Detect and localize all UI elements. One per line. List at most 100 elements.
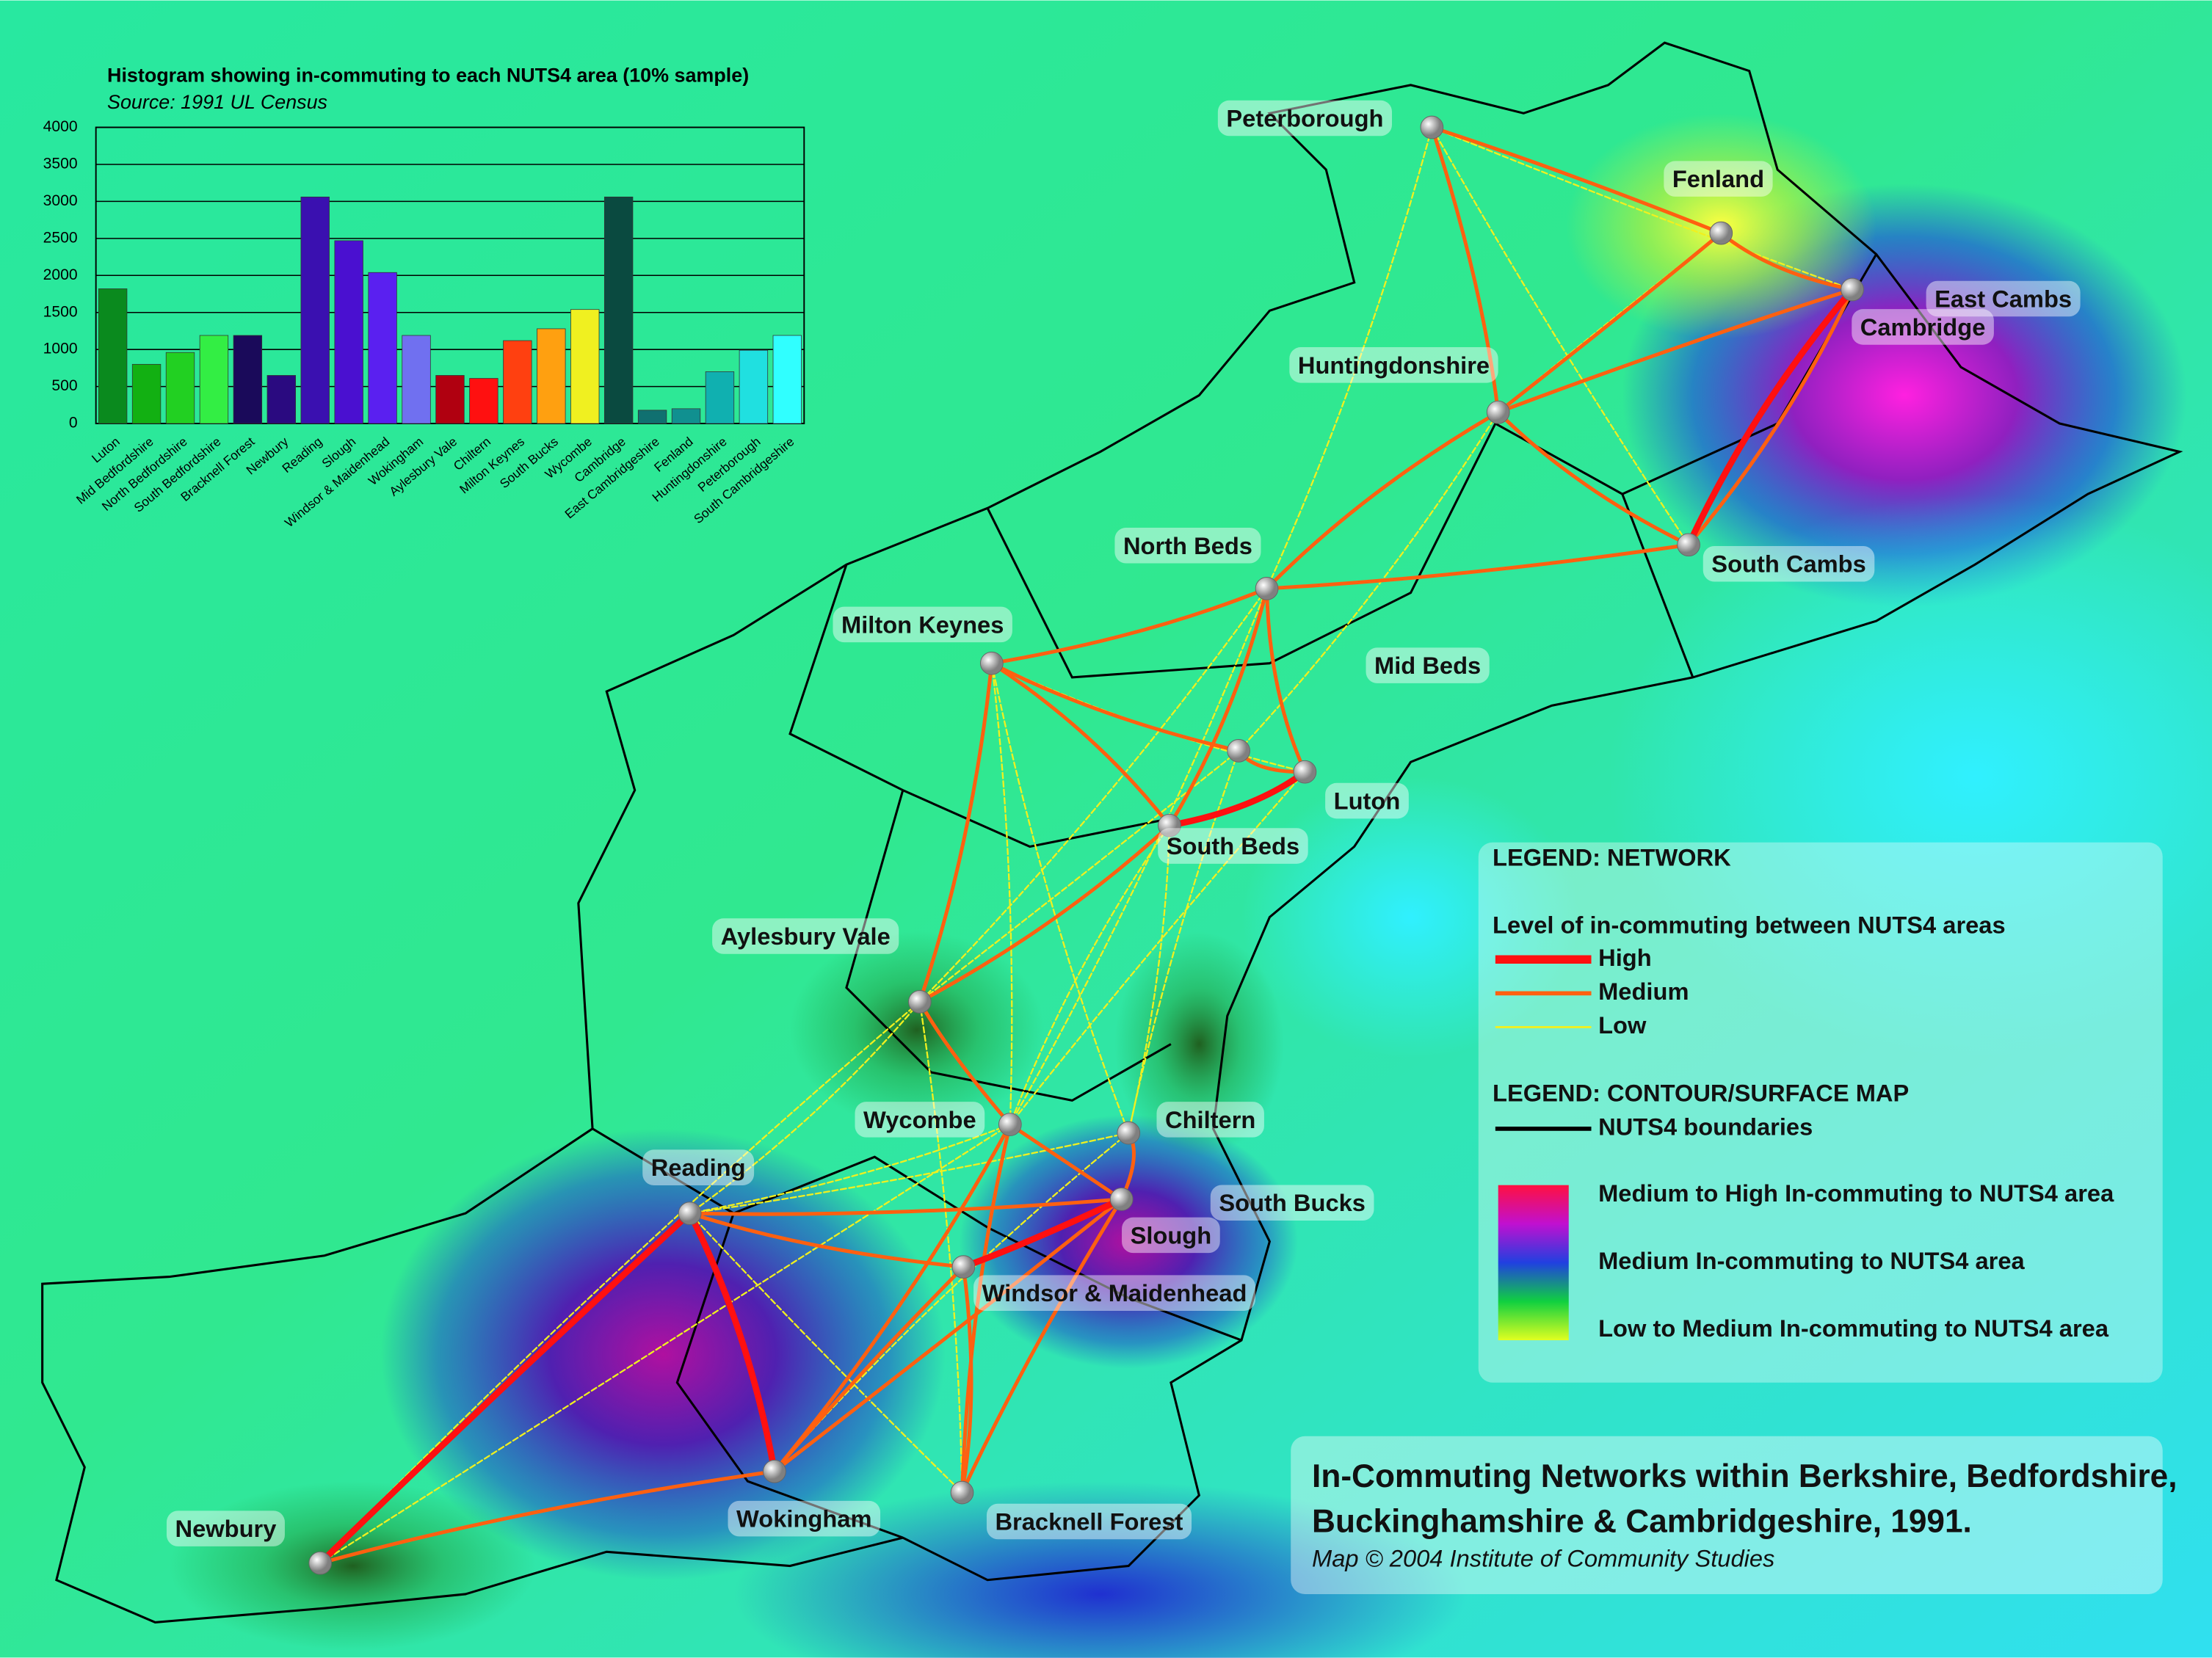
legend-entry: High xyxy=(1598,944,1652,971)
network-link xyxy=(686,1210,778,1475)
place-label: Reading xyxy=(651,1154,746,1181)
network-link xyxy=(1009,771,1306,1126)
node xyxy=(1117,1121,1141,1145)
network-link xyxy=(990,662,1130,1134)
network-link xyxy=(960,1196,1125,1270)
network-link xyxy=(1166,768,1308,829)
bar xyxy=(469,378,498,424)
network-link xyxy=(689,1123,1011,1215)
network-link xyxy=(1009,587,1268,1126)
legend-box xyxy=(1478,842,2163,1383)
network-link xyxy=(316,1210,693,1566)
network-link xyxy=(688,1211,965,1269)
place-label: Mid Beds xyxy=(1374,652,1481,679)
place-label: Windsor & Maidenhead xyxy=(982,1279,1247,1306)
bar xyxy=(537,328,566,424)
label-background xyxy=(1852,309,1994,345)
bar xyxy=(266,375,296,424)
network-link xyxy=(918,1000,1012,1127)
bar xyxy=(739,349,769,424)
place-label: Aylesbury Vale xyxy=(721,923,891,950)
network-link xyxy=(1686,288,1854,547)
node xyxy=(950,1480,974,1505)
node xyxy=(1709,221,1733,245)
legend-title: LEGEND: CONTOUR/SURFACE MAP xyxy=(1493,1079,1909,1106)
network-link xyxy=(1496,410,1691,547)
y-tick-label: 2000 xyxy=(43,266,78,283)
label-background xyxy=(642,1149,755,1185)
network-link xyxy=(1431,126,1690,546)
place-label: Milton Keynes xyxy=(841,611,1004,638)
bar xyxy=(199,335,229,424)
network-link xyxy=(1265,542,1691,591)
place-label: Huntingdonshire xyxy=(1298,352,1490,379)
network-link xyxy=(918,749,1240,1003)
legend-entry: Medium to High In-commuting to NUTS4 are… xyxy=(1598,1179,2114,1207)
y-tick-label: 500 xyxy=(51,377,77,394)
place-label: South Bucks xyxy=(1219,1189,1366,1216)
place-label: Fenland xyxy=(1672,165,1764,192)
network-link xyxy=(689,1000,921,1215)
bar xyxy=(334,240,363,424)
node xyxy=(1677,533,1700,557)
y-tick-label: 2500 xyxy=(43,229,78,246)
network-link xyxy=(960,1197,1124,1495)
network-link xyxy=(918,661,994,1004)
label-background xyxy=(1210,1185,1374,1221)
node xyxy=(1420,115,1444,139)
legend-entry: NUTS4 boundaries xyxy=(1598,1113,1813,1140)
map-title: In-Commuting Networks within Berkshire, … xyxy=(1312,1458,2177,1494)
network-link xyxy=(772,1122,1012,1474)
y-tick-label: 3500 xyxy=(43,156,78,172)
bar xyxy=(368,272,397,424)
label-background xyxy=(1366,647,1490,683)
network-link xyxy=(1685,286,1856,548)
network-link xyxy=(1009,824,1171,1126)
label-background xyxy=(712,918,899,954)
bar xyxy=(503,340,532,424)
label-background xyxy=(728,1500,881,1537)
bar xyxy=(131,363,162,424)
bar xyxy=(165,352,195,424)
legend-entry: Medium In-commuting to NUTS4 area xyxy=(1598,1247,2025,1274)
network-link xyxy=(990,662,1013,1126)
network-link xyxy=(1496,231,1723,415)
bar xyxy=(402,335,431,424)
legend-title: LEGEND: NETWORK xyxy=(1493,843,1731,870)
network-link xyxy=(1128,824,1171,1134)
network-link xyxy=(1429,126,1501,415)
bar xyxy=(671,408,701,424)
network-link xyxy=(1265,410,1501,591)
network-link xyxy=(918,587,1268,1003)
label-background xyxy=(1114,528,1261,564)
node xyxy=(998,1113,1022,1136)
label-background xyxy=(1289,347,1498,383)
bar xyxy=(570,309,600,424)
label-background xyxy=(986,1503,1192,1540)
network xyxy=(316,126,1856,1566)
label-background xyxy=(1926,280,2081,317)
bar xyxy=(637,410,667,424)
node xyxy=(678,1201,702,1225)
network-link xyxy=(319,1123,1011,1564)
network-link xyxy=(918,1000,963,1494)
label-background xyxy=(855,1102,985,1138)
y-tick-label: 3000 xyxy=(43,192,78,209)
place-label: South Beds xyxy=(1167,832,1299,859)
title-panel xyxy=(1291,1436,2163,1594)
bar xyxy=(603,196,634,424)
map-title: Buckinghamshire & Cambridgeshire, 1991. xyxy=(1312,1504,1972,1540)
label-background xyxy=(1156,1102,1264,1138)
network-link xyxy=(1429,126,1723,236)
node xyxy=(980,651,1004,675)
place-label: East Cambs xyxy=(1934,286,2072,313)
y-tick-label: 1500 xyxy=(43,303,78,320)
node xyxy=(1158,813,1181,837)
node xyxy=(1227,739,1250,763)
label-background xyxy=(1122,1217,1220,1254)
network-link xyxy=(1719,231,1854,292)
place-label: Chiltern xyxy=(1165,1106,1255,1133)
bar xyxy=(98,288,128,424)
